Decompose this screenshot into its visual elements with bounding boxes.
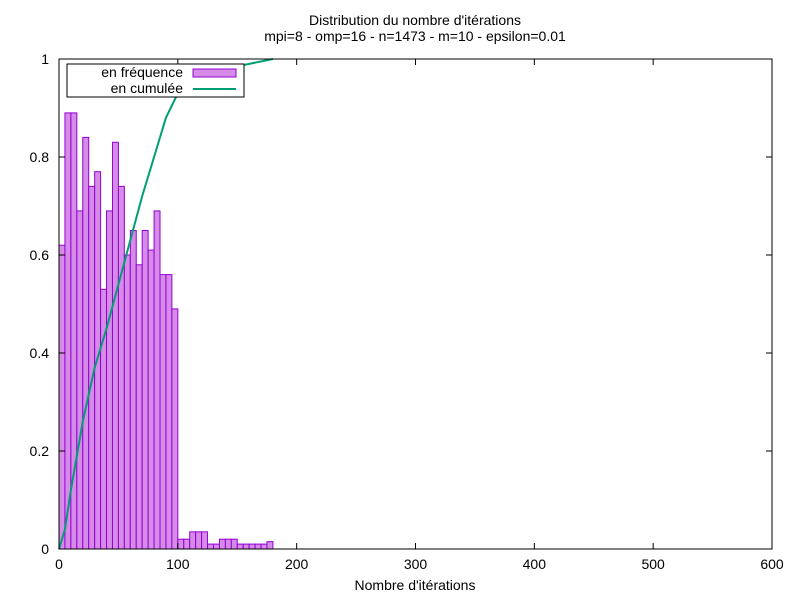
histogram-bar	[165, 274, 173, 550]
histogram-bar	[224, 538, 232, 550]
chart-title: Distribution du nombre d'itérations	[308, 12, 521, 28]
histogram-bar	[171, 308, 179, 550]
histogram-bar	[207, 543, 214, 550]
histogram-bars	[58, 112, 274, 550]
histogram-bar	[82, 136, 90, 550]
y-axis-ticks: 0 0.2 0.4 0.6 0.8 1	[30, 51, 772, 557]
histogram-bar	[230, 538, 238, 550]
histogram-bar	[248, 543, 256, 550]
histogram-bar	[58, 244, 66, 550]
histogram-bar	[177, 538, 185, 550]
histogram-bar	[242, 543, 250, 550]
histogram-bar	[201, 531, 209, 550]
histogram-bar	[189, 531, 197, 550]
histogram-bar	[106, 210, 113, 550]
histogram-bar	[147, 249, 155, 550]
histogram-bar	[141, 230, 149, 550]
legend: en fréquence en cumulée	[66, 63, 245, 98]
histogram-bar	[64, 112, 72, 550]
histogram-bar	[266, 541, 274, 550]
x-tick-label: 200	[285, 556, 309, 572]
histogram-bar	[236, 543, 244, 550]
histogram-bar	[159, 274, 167, 550]
x-tick-label: 0	[55, 556, 63, 572]
histogram-bar	[129, 230, 137, 550]
histogram-bar	[218, 538, 226, 550]
x-axis-label: Nombre d'itérations	[354, 577, 476, 593]
y-tick-label: 0.4	[30, 345, 50, 361]
x-tick-label: 100	[166, 556, 190, 572]
y-tick-label: 1	[41, 51, 49, 67]
y-tick-label: 0.6	[30, 247, 50, 263]
y-tick-label: 0.8	[30, 149, 50, 165]
chart-subtitle: mpi=8 - omp=16 - n=1473 - m=10 - epsilon…	[264, 28, 566, 44]
histogram-bar	[260, 543, 268, 550]
histogram-bar	[111, 141, 119, 550]
histogram-bar	[153, 210, 161, 550]
y-tick-label: 0	[41, 541, 49, 557]
x-tick-label: 300	[404, 556, 428, 572]
x-tick-label: 400	[523, 556, 547, 572]
histogram-bar	[123, 254, 131, 550]
histogram-bar	[183, 538, 191, 550]
x-tick-label: 600	[760, 556, 784, 572]
legend-label-frequency: en fréquence	[101, 64, 183, 80]
histogram-bar	[195, 531, 203, 550]
histogram-bar	[117, 185, 125, 550]
histogram-bar	[135, 264, 143, 550]
histogram-bar	[76, 210, 84, 550]
histogram-bar	[212, 543, 220, 550]
x-tick-label: 500	[641, 556, 665, 572]
y-tick-label: 0.2	[30, 443, 50, 459]
histogram-bar	[254, 543, 262, 550]
legend-label-cumulative: en cumulée	[111, 80, 184, 96]
legend-swatch-frequency	[192, 68, 237, 78]
x-axis-ticks: 0 100 200 300 400 500 600	[55, 59, 784, 572]
